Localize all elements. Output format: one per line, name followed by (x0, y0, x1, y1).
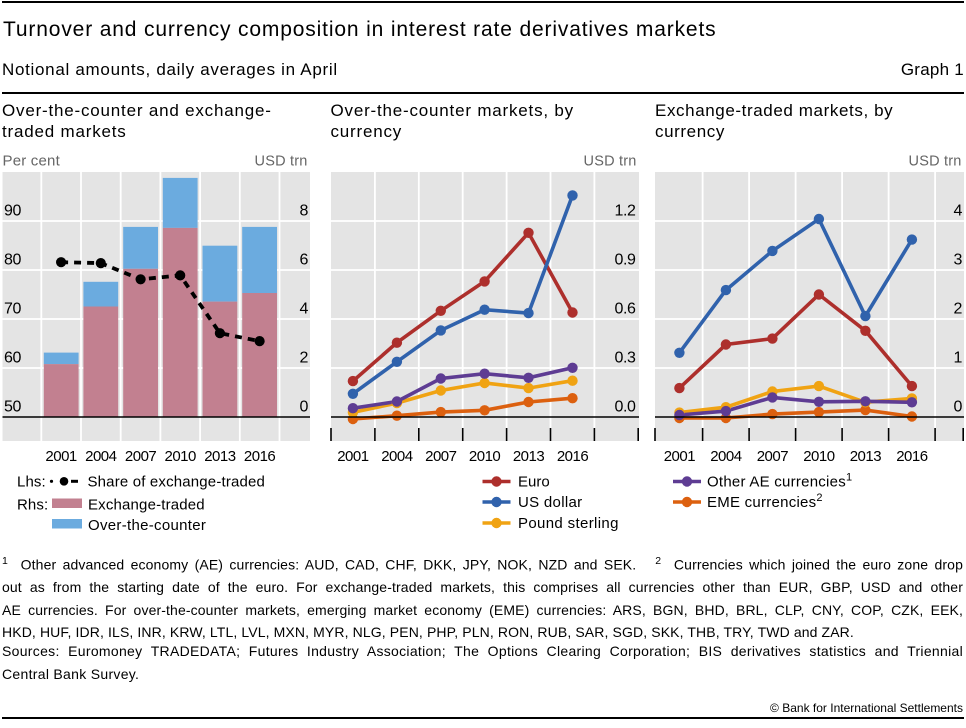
svg-text:2016: 2016 (244, 448, 276, 465)
svg-text:3: 3 (954, 252, 963, 269)
svg-text:80: 80 (4, 252, 21, 269)
svg-text:Exchange-traded: Exchange-traded (88, 496, 205, 513)
svg-text:0.3: 0.3 (614, 350, 636, 367)
svg-text:6: 6 (300, 252, 309, 269)
svg-text:90: 90 (4, 203, 21, 220)
svg-text:8: 8 (300, 203, 309, 220)
svg-text:2016: 2016 (557, 448, 589, 465)
svg-text:2004: 2004 (381, 448, 413, 465)
svg-text:2001: 2001 (337, 448, 369, 465)
svg-text:60: 60 (4, 350, 21, 367)
svg-text:US dollar: US dollar (518, 494, 582, 511)
svg-text:2007: 2007 (425, 448, 457, 465)
svg-text:0.6: 0.6 (614, 301, 636, 318)
svg-text:1: 1 (954, 350, 963, 367)
svg-text:EME currencies2: EME currencies2 (707, 492, 823, 511)
svg-text:0.0: 0.0 (614, 399, 636, 416)
svg-text:2004: 2004 (85, 448, 117, 465)
svg-text:Lhs:: Lhs: (17, 473, 46, 490)
svg-text:70: 70 (4, 301, 21, 318)
svg-text:4: 4 (300, 301, 309, 318)
svg-text:2001: 2001 (45, 448, 77, 465)
svg-text:0: 0 (300, 399, 309, 416)
svg-text:USD trn: USD trn (584, 154, 637, 170)
svg-text:Pound sterling: Pound sterling (518, 515, 619, 532)
svg-text:2010: 2010 (469, 448, 501, 465)
svg-text:USD trn: USD trn (255, 154, 308, 170)
svg-text:2004: 2004 (710, 448, 742, 465)
svg-text:2010: 2010 (803, 448, 835, 465)
svg-text:2013: 2013 (513, 448, 545, 465)
svg-text:Other AE currencies1: Other AE currencies1 (707, 471, 852, 490)
svg-text:2: 2 (954, 301, 963, 318)
svg-text:USD trn: USD trn (909, 154, 962, 170)
svg-text:2007: 2007 (757, 448, 789, 465)
svg-text:2007: 2007 (125, 448, 157, 465)
svg-text:1.2: 1.2 (614, 203, 636, 220)
svg-text:Per cent: Per cent (3, 153, 61, 170)
svg-text:0: 0 (954, 399, 963, 416)
svg-text:2010: 2010 (165, 448, 197, 465)
svg-text:4: 4 (954, 203, 963, 220)
svg-text:Over-the-counter: Over-the-counter (88, 517, 206, 534)
svg-text:0.9: 0.9 (614, 252, 636, 269)
svg-text:Rhs:: Rhs: (17, 496, 48, 513)
svg-text:50: 50 (4, 399, 21, 416)
svg-text:Share of exchange-traded: Share of exchange-traded (88, 473, 266, 490)
svg-text:2001: 2001 (664, 448, 696, 465)
svg-text:Euro: Euro (518, 473, 550, 490)
svg-text:2016: 2016 (896, 448, 928, 465)
svg-text:2013: 2013 (204, 448, 236, 465)
svg-text:2: 2 (300, 350, 309, 367)
svg-text:2013: 2013 (850, 448, 882, 465)
